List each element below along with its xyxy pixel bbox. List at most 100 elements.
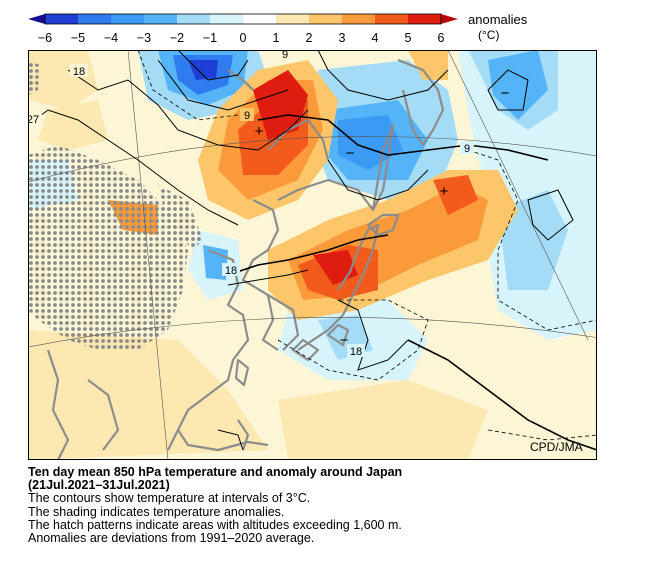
- caption-line: The hatch patterns indicate areas with a…: [28, 517, 402, 532]
- plus-marker: +: [440, 183, 449, 200]
- temperature-contour: [67, 69, 309, 151]
- anomaly-region-warm: [28, 330, 268, 460]
- anomaly-region-warm: [408, 50, 448, 80]
- zero-anomaly-contour: [467, 149, 597, 331]
- high-altitude-hatch: [28, 60, 40, 95]
- anomaly-region-cold: [188, 60, 218, 80]
- colorbar-tick: −2: [170, 31, 184, 45]
- temperature-contour: [227, 234, 389, 276]
- contour-label: 27: [28, 114, 39, 126]
- colorbar-swatch: [243, 14, 276, 24]
- colorbar-tick: 1: [273, 31, 280, 45]
- plus-marker: +: [255, 123, 264, 140]
- temperature-contour: [28, 109, 239, 226]
- coastlines: [46, 58, 445, 460]
- coastline-china: [167, 248, 250, 451]
- colorbar-tick: 3: [339, 31, 346, 45]
- temperature-contour: [317, 50, 449, 101]
- colorbar-swatch: [144, 14, 177, 24]
- anomaly-region-cold: [338, 115, 403, 170]
- colorbar-swatch: [276, 14, 309, 24]
- colorbar-swatch: [45, 14, 78, 24]
- contour-label: 18: [73, 66, 85, 78]
- map-caption: Ten day mean 850 hPa temperature and ano…: [28, 465, 628, 546]
- colorbar-swatch: [210, 14, 243, 24]
- colorbar-arrow-right: [441, 14, 458, 24]
- coastline-russia: [267, 118, 330, 161]
- colorbar-tick-labels: −6 −5 −4 −3 −2 −1 0 1 2 3 4 5 6: [38, 31, 445, 45]
- coastline-russia: [277, 178, 374, 211]
- colorbar-swatch: [309, 14, 342, 24]
- temperature-contour: [157, 59, 289, 111]
- caption-line: The shading indicates temperature anomal…: [28, 504, 285, 519]
- legend-unit: (°C): [478, 28, 500, 42]
- anomaly-markers: + − − + −: [255, 85, 510, 349]
- coastline-russia: [227, 69, 254, 91]
- high-altitude-hatch: [28, 145, 188, 350]
- caption-title: Ten day mean 850 hPa temperature and ano…: [28, 465, 403, 479]
- legend-label: anomalies: [468, 12, 528, 27]
- anomaly-region-cold: [458, 50, 597, 340]
- colorbar-tick: 0: [240, 31, 247, 45]
- contour-labels: 18 27 9 9 9 18 18: [28, 50, 474, 358]
- anomaly-region-warm: [253, 70, 308, 140]
- anomaly-region-cold: [488, 50, 548, 120]
- colorbar-swatches: [28, 13, 458, 25]
- colorbar-tick: 4: [372, 31, 379, 45]
- graticule-line: [447, 50, 589, 341]
- coastline-sakhalin: [371, 123, 395, 212]
- coastline-hokkaido: [366, 213, 400, 237]
- caption-line: Anomalies are deviations from 1991–2020 …: [28, 531, 315, 546]
- contour-label: 9: [244, 110, 250, 122]
- temperature-contour: [227, 269, 309, 286]
- colorbar-swatch: [111, 14, 144, 24]
- coastline-japan: [326, 323, 350, 347]
- colorbar-tick: 5: [405, 31, 412, 45]
- anomaly-region-cold: [203, 245, 228, 280]
- contour-label: 18: [350, 346, 362, 358]
- coastline-west: [46, 349, 70, 460]
- anomaly-region-warm: [433, 175, 478, 215]
- graticule-line: [28, 317, 597, 348]
- anomaly-colorbar: −6 −5 −4 −3 −2 −1 0 1 2 3 4 5 6: [28, 13, 458, 45]
- colorbar-tick: −4: [104, 31, 118, 45]
- minus-marker: −: [346, 145, 355, 162]
- contour-label: 18: [225, 265, 237, 277]
- colorbar-swatch: [408, 14, 441, 24]
- zero-anomaly-contour: [277, 299, 429, 381]
- temperature-contour: [177, 50, 249, 81]
- minus-marker: −: [501, 85, 510, 102]
- coastline-taiwan: [234, 358, 250, 387]
- colorbar-swatch: [177, 14, 210, 24]
- map-credit: CPD/JMA: [530, 440, 583, 454]
- temperature-contour: [327, 159, 429, 201]
- colorbar-tick: 2: [306, 31, 313, 45]
- colorbar-tick: −1: [203, 31, 217, 45]
- anomaly-region-cold: [498, 190, 568, 290]
- anomaly-region-warm: [278, 380, 488, 460]
- graticule: [28, 50, 597, 460]
- contour-label: 9: [282, 50, 288, 61]
- caption-period: (21Jul.2021–31Jul.2021): [28, 478, 170, 493]
- temperature-contour: [527, 189, 574, 241]
- colorbar-tick: −3: [137, 31, 151, 45]
- colorbar-tick: −5: [71, 31, 85, 45]
- contour-label: 9: [464, 143, 470, 155]
- colorbar-swatch: [78, 14, 111, 24]
- coastline-kamchatka: [397, 58, 445, 147]
- temperature-contour: [217, 429, 244, 451]
- zero-anomaly-contours: [137, 50, 597, 441]
- coastline-japan: [291, 338, 320, 362]
- colorbar-tick: 6: [438, 31, 445, 45]
- coastline-philippines: [237, 419, 250, 451]
- graticule-line: [127, 50, 169, 460]
- coastline-korea: [241, 199, 280, 351]
- colorbar-swatch: [342, 14, 375, 24]
- temperature-contour: [407, 339, 597, 451]
- minus-marker: −: [340, 332, 349, 349]
- high-altitude-hatch: [158, 185, 203, 250]
- temperature-contours: [28, 50, 597, 451]
- colorbar-tick: −6: [38, 31, 52, 45]
- caption-line: The contours show temperature at interva…: [28, 491, 311, 506]
- coastline-south: [177, 429, 269, 452]
